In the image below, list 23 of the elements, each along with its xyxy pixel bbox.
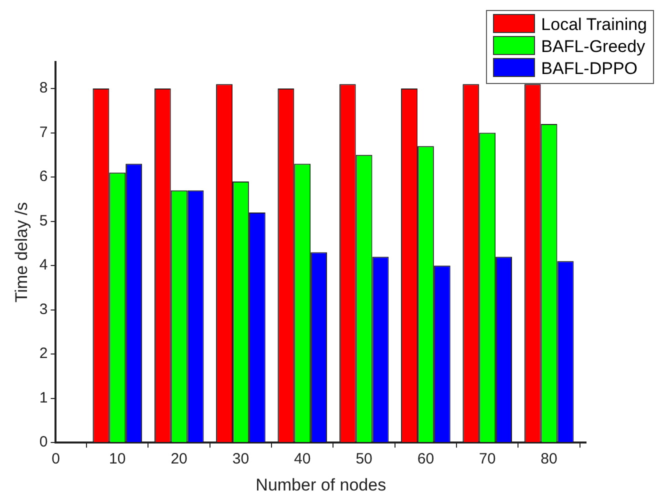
x-tick-label: 30 xyxy=(232,450,250,468)
legend-label: Local Training xyxy=(541,15,647,34)
x-tick-label: 20 xyxy=(170,450,188,468)
y-tick-label: 5 xyxy=(39,212,48,230)
y-tick-label: 1 xyxy=(39,389,48,406)
x-axis-title: Number of nodes xyxy=(256,475,386,494)
y-tick-label: 2 xyxy=(39,345,48,362)
x-tick-label: 60 xyxy=(417,450,434,468)
y-axis-title: Time delay /s xyxy=(12,202,31,303)
x-tick-label: 50 xyxy=(356,450,372,468)
x-tick-label: 0 xyxy=(52,450,60,468)
legend-label: BAFL-DPPO xyxy=(541,59,638,78)
y-tick-label: 0 xyxy=(39,434,48,451)
x-tick-label: 80 xyxy=(540,450,558,468)
y-tick-label: 3 xyxy=(39,300,48,318)
x-tick-label: 70 xyxy=(479,450,496,468)
legend-label: BAFL-Greedy xyxy=(541,37,646,56)
y-tick-label: 4 xyxy=(39,256,48,274)
x-tick-label: 10 xyxy=(109,450,126,468)
x-tick-label: 40 xyxy=(294,450,311,468)
y-tick-label: 6 xyxy=(39,168,48,186)
y-tick-label: 8 xyxy=(39,80,48,97)
y-tick-label: 7 xyxy=(39,124,48,141)
